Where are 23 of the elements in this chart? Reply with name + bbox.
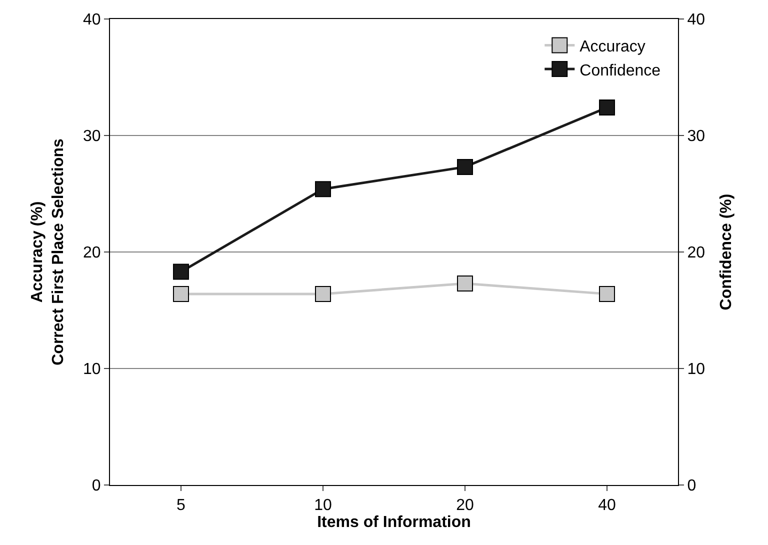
x-tick-label: 40 [598, 497, 616, 514]
y2-tick-label: 20 [687, 244, 706, 262]
y2-tick-label: 40 [687, 12, 706, 29]
legend-label: Confidence [580, 62, 661, 80]
point [457, 158, 473, 175]
y-tick-label: 40 [83, 12, 101, 29]
legend-label: Accuracy [580, 38, 646, 56]
y-axis-title: Accuracy (%) Correct First Place Selections [29, 138, 67, 366]
y2-axis-title: Confidence (%) [718, 194, 735, 310]
y2-tick-label: 10 [687, 361, 706, 378]
point [599, 100, 615, 116]
y2-tick-label: 0 [687, 478, 696, 495]
y-tick-label: 30 [83, 128, 101, 146]
point [173, 264, 189, 280]
y-tick-label: 10 [83, 361, 101, 378]
x-tick-label: 5 [176, 497, 186, 514]
x-axis-title: Items of Information [317, 514, 471, 532]
point [315, 181, 331, 198]
y-tick-label: 0 [92, 478, 101, 495]
x-tick-label: 10 [314, 497, 332, 514]
y-tick-label: 20 [83, 244, 101, 262]
x-tick-label: 20 [456, 497, 474, 514]
y2-tick-label: 30 [687, 128, 706, 146]
